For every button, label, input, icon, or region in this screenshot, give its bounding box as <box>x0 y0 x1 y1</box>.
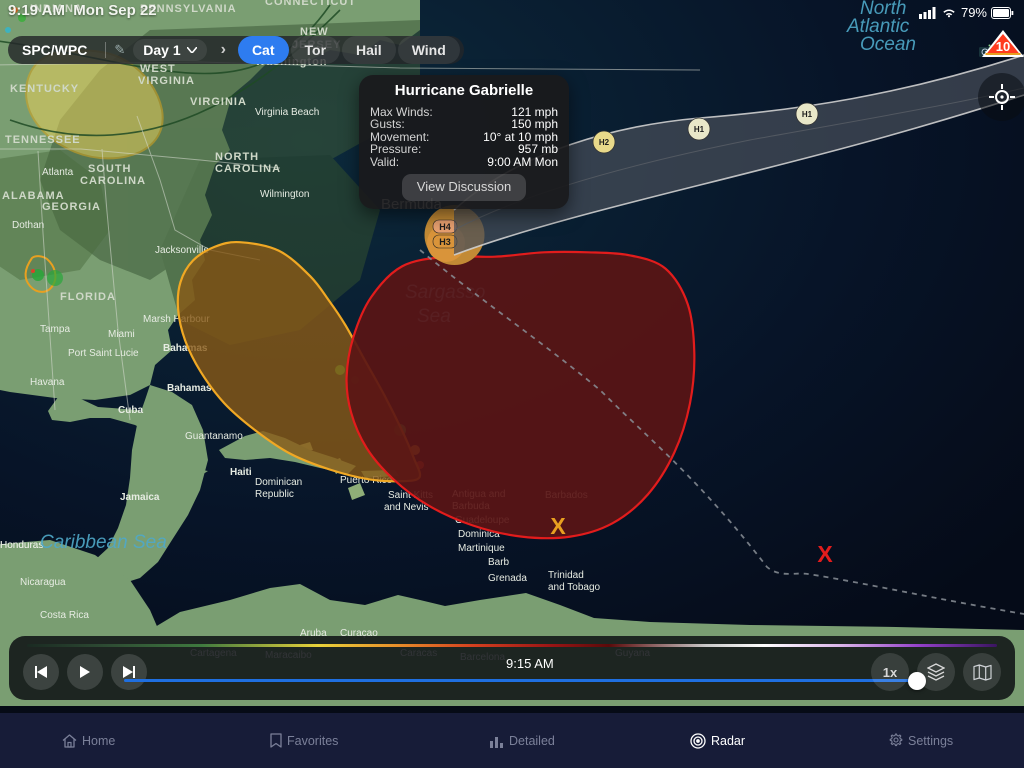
svg-text:VIRGINIA: VIRGINIA <box>190 96 247 108</box>
svg-text:Republic: Republic <box>255 489 294 500</box>
svg-text:Cuba: Cuba <box>118 405 143 416</box>
svg-text:Dominican: Dominican <box>255 477 302 488</box>
svg-text:VIRGINIA: VIRGINIA <box>138 75 195 87</box>
svg-text:Guantanamo: Guantanamo <box>185 431 243 442</box>
svg-text:H4: H4 <box>439 222 451 232</box>
svg-text:X: X <box>550 513 566 539</box>
svg-text:H2: H2 <box>599 138 610 147</box>
svg-text:GEORGIA: GEORGIA <box>42 201 101 213</box>
svg-text:Bahamas: Bahamas <box>167 383 212 394</box>
svg-text:X: X <box>817 541 833 567</box>
svg-text:Tampa: Tampa <box>40 324 70 335</box>
svg-text:H3: H3 <box>439 237 451 247</box>
svg-text:WEST: WEST <box>140 63 176 75</box>
svg-text:Haiti: Haiti <box>230 467 252 478</box>
svg-text:Wilmington: Wilmington <box>260 189 309 200</box>
svg-text:FLORIDA: FLORIDA <box>60 291 116 303</box>
svg-text:TENNESSEE: TENNESSEE <box>5 134 81 146</box>
svg-text:Trinidad: Trinidad <box>548 570 584 581</box>
svg-text:Nicaragua: Nicaragua <box>20 577 66 588</box>
svg-text:Port Saint Lucie: Port Saint Lucie <box>68 348 139 359</box>
svg-text:H1: H1 <box>694 125 705 134</box>
svg-text:Grenada: Grenada <box>488 573 527 584</box>
svg-text:Costa Rica: Costa Rica <box>40 610 89 621</box>
svg-text:Barb: Barb <box>488 557 510 568</box>
svg-text:Dothan: Dothan <box>12 220 44 231</box>
svg-text:Jamaica: Jamaica <box>120 492 160 503</box>
svg-text:Virginia Beach: Virginia Beach <box>255 107 319 118</box>
svg-text:Honduras: Honduras <box>0 540 43 551</box>
svg-text:NORTH: NORTH <box>215 151 259 163</box>
svg-text:10: 10 <box>996 39 1010 54</box>
svg-text:Ocean: Ocean <box>860 34 916 55</box>
svg-text:and Nevis: and Nevis <box>384 502 428 513</box>
svg-text:and Tobago: and Tobago <box>548 582 601 593</box>
svg-text:Martinique: Martinique <box>458 543 505 554</box>
svg-text:Caribbean Sea: Caribbean Sea <box>40 532 167 553</box>
svg-text:Miami: Miami <box>108 329 135 340</box>
svg-text:CAROLINA: CAROLINA <box>215 163 281 175</box>
svg-text:Havana: Havana <box>30 377 65 388</box>
svg-text:ALABAMA: ALABAMA <box>2 190 65 202</box>
svg-text:Atlanta: Atlanta <box>42 167 74 178</box>
svg-text:H1: H1 <box>802 110 813 119</box>
svg-text:CAROLINA: CAROLINA <box>80 175 146 187</box>
svg-text:SOUTH: SOUTH <box>88 163 132 175</box>
svg-text:KENTUCKY: KENTUCKY <box>10 83 79 95</box>
